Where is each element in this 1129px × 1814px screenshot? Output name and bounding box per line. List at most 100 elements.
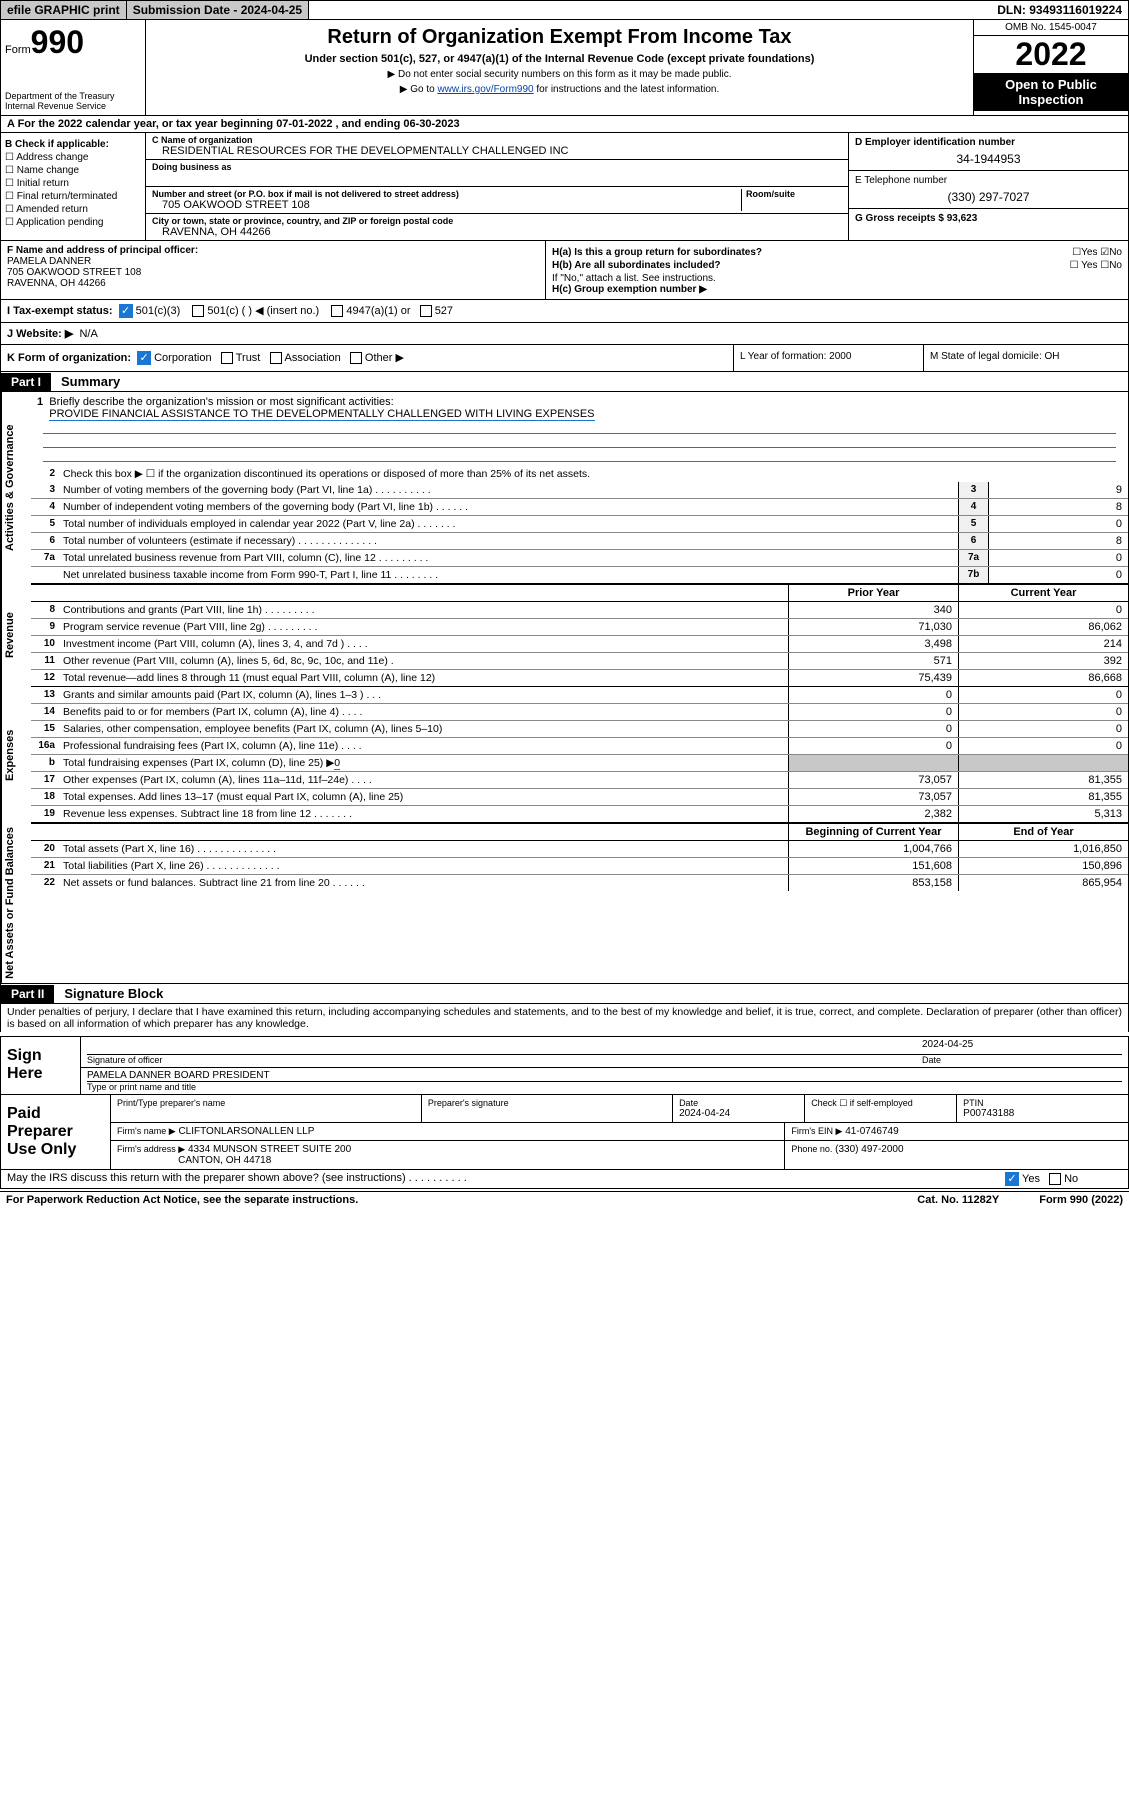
- cb-501c[interactable]: [192, 305, 204, 317]
- form-number: 990: [31, 24, 84, 60]
- tax-year: 2022: [974, 36, 1128, 73]
- cb-527[interactable]: [420, 305, 432, 317]
- cb-501c3[interactable]: ✓: [119, 304, 133, 318]
- sig-name-label: Type or print name and title: [87, 1082, 1122, 1092]
- trust: Trust: [236, 352, 261, 364]
- summary-gov: Activities & Governance 1 Briefly descri…: [0, 392, 1129, 584]
- cb-pending[interactable]: ☐ Application pending: [5, 217, 141, 228]
- phone-label: Phone no.: [791, 1144, 832, 1154]
- sign-here-label: Sign Here: [1, 1037, 81, 1094]
- p10: 3,498: [788, 636, 958, 652]
- vtab-gov: Activities & Governance: [1, 392, 31, 584]
- cb-initial[interactable]: ☐ Initial return: [5, 178, 141, 189]
- part-ii-tag: Part II: [1, 985, 54, 1003]
- l14: Benefits paid to or for members (Part IX…: [59, 704, 788, 720]
- note2-pre: ▶ Go to: [400, 84, 438, 95]
- summary-exp: Expenses 13Grants and similar amounts pa…: [0, 687, 1129, 823]
- cb-addr[interactable]: ☐ Address change: [5, 152, 141, 163]
- l11: Other revenue (Part VIII, column (A), li…: [59, 653, 788, 669]
- firm-name-label: Firm's name ▶: [117, 1126, 176, 1136]
- dln-label: DLN: 93493116019224: [991, 1, 1128, 19]
- corp: Corporation: [154, 352, 211, 364]
- part-i-header: Part I Summary: [0, 372, 1129, 392]
- cb-name[interactable]: ☐ Name change: [5, 165, 141, 176]
- col-d-ein-tel: D Employer identification number 34-1944…: [848, 133, 1128, 240]
- c17: 81,355: [958, 772, 1128, 788]
- discuss-no[interactable]: [1049, 1173, 1061, 1185]
- vtab-exp: Expenses: [1, 687, 31, 823]
- c9: 86,062: [958, 619, 1128, 635]
- b20: 1,004,766: [788, 841, 958, 857]
- form-prefix: Form: [5, 44, 31, 56]
- f-left: F Name and address of principal officer:…: [1, 241, 546, 299]
- note-link: ▶ Go to www.irs.gov/Form990 for instruct…: [152, 84, 967, 95]
- col-b-lead: B Check if applicable:: [5, 139, 141, 150]
- ein-label: D Employer identification number: [855, 137, 1122, 148]
- part-ii-header: Part II Signature Block: [0, 984, 1129, 1004]
- l4: Number of independent voting members of …: [59, 499, 958, 515]
- cb-amended[interactable]: ☐ Amended return: [5, 204, 141, 215]
- v7b: 0: [988, 567, 1128, 583]
- part-ii-title: Signature Block: [54, 984, 173, 1003]
- hc-label: H(c) Group exemption number ▶: [552, 284, 1122, 295]
- cb-other[interactable]: [350, 352, 362, 364]
- c11: 392: [958, 653, 1128, 669]
- p17: 73,057: [788, 772, 958, 788]
- mission-line: [43, 420, 1116, 434]
- l20: Total assets (Part X, line 16) . . . . .…: [59, 841, 788, 857]
- part-i-tag: Part I: [1, 373, 51, 391]
- cb-4947[interactable]: [331, 305, 343, 317]
- l17: Other expenses (Part IX, column (A), lin…: [59, 772, 788, 788]
- c10: 214: [958, 636, 1128, 652]
- i-lead: I Tax-exempt status:: [7, 305, 113, 317]
- part-i-title: Summary: [51, 372, 130, 391]
- hb-yn[interactable]: ☐ Yes ☐No: [1070, 260, 1122, 271]
- l16b-val: 0: [334, 757, 340, 770]
- firm-ein: 41-0746749: [845, 1126, 898, 1137]
- l18: Total expenses. Add lines 13–17 (must eq…: [59, 789, 788, 805]
- p14: 0: [788, 704, 958, 720]
- c-name-label: C Name of organization: [152, 135, 842, 145]
- cb-assoc[interactable]: [270, 352, 282, 364]
- l21: Total liabilities (Part X, line 26) . . …: [59, 858, 788, 874]
- hb-note: If "No," attach a list. See instructions…: [552, 273, 1122, 284]
- city-label: City or town, state or province, country…: [152, 216, 842, 226]
- v7a: 0: [988, 550, 1128, 566]
- vtab-net: Net Assets or Fund Balances: [1, 823, 31, 983]
- p12: 75,439: [788, 670, 958, 686]
- header-block: Form990 Department of the Treasury Inter…: [0, 20, 1129, 116]
- h-prep-name: Print/Type preparer's name: [117, 1098, 415, 1108]
- discuss-text: May the IRS discuss this return with the…: [7, 1172, 1002, 1186]
- irs-link[interactable]: www.irs.gov/Form990: [437, 84, 533, 95]
- ha-yes[interactable]: ☐Yes: [1072, 247, 1097, 258]
- sign-block: Sign Here Signature of officer 2024-04-2…: [0, 1036, 1129, 1095]
- e22: 865,954: [958, 875, 1128, 891]
- org-city: RAVENNA, OH 44266: [152, 226, 842, 238]
- mission-line: [43, 434, 1116, 448]
- c8: 0: [958, 602, 1128, 618]
- h-check[interactable]: Check ☐ if self-employed: [811, 1098, 950, 1109]
- phone: (330) 497-2000: [835, 1144, 903, 1155]
- prep-date: 2024-04-24: [679, 1108, 798, 1119]
- p19: 2,382: [788, 806, 958, 822]
- sig-officer-label: Signature of officer: [87, 1055, 922, 1065]
- 501c3: 501(c)(3): [136, 305, 181, 317]
- 4947a1: 4947(a)(1) or: [346, 305, 410, 317]
- firm-addr1: 4334 MUNSON STREET SUITE 200: [188, 1144, 351, 1155]
- cb-final[interactable]: ☐ Final return/terminated: [5, 191, 141, 202]
- state-domicile: M State of legal domicile: OH: [923, 345, 1128, 371]
- discuss-yes[interactable]: ✓: [1005, 1172, 1019, 1186]
- form-subtitle: Under section 501(c), 527, or 4947(a)(1)…: [152, 53, 967, 65]
- c14: 0: [958, 704, 1128, 720]
- firm-addr-label: Firm's address ▶: [117, 1144, 185, 1154]
- ha-no[interactable]: ☑No: [1100, 247, 1122, 258]
- cb-corp[interactable]: ✓: [137, 351, 151, 365]
- p11: 571: [788, 653, 958, 669]
- vtab-rev: Revenue: [1, 584, 31, 687]
- mission-line: [43, 448, 1116, 462]
- cb-trust[interactable]: [221, 352, 233, 364]
- e20: 1,016,850: [958, 841, 1128, 857]
- officer-addr1: 705 OAKWOOD STREET 108: [7, 267, 539, 278]
- tel-label: E Telephone number: [855, 175, 1122, 186]
- org-name: RESIDENTIAL RESOURCES FOR THE DEVELOPMEN…: [152, 145, 842, 157]
